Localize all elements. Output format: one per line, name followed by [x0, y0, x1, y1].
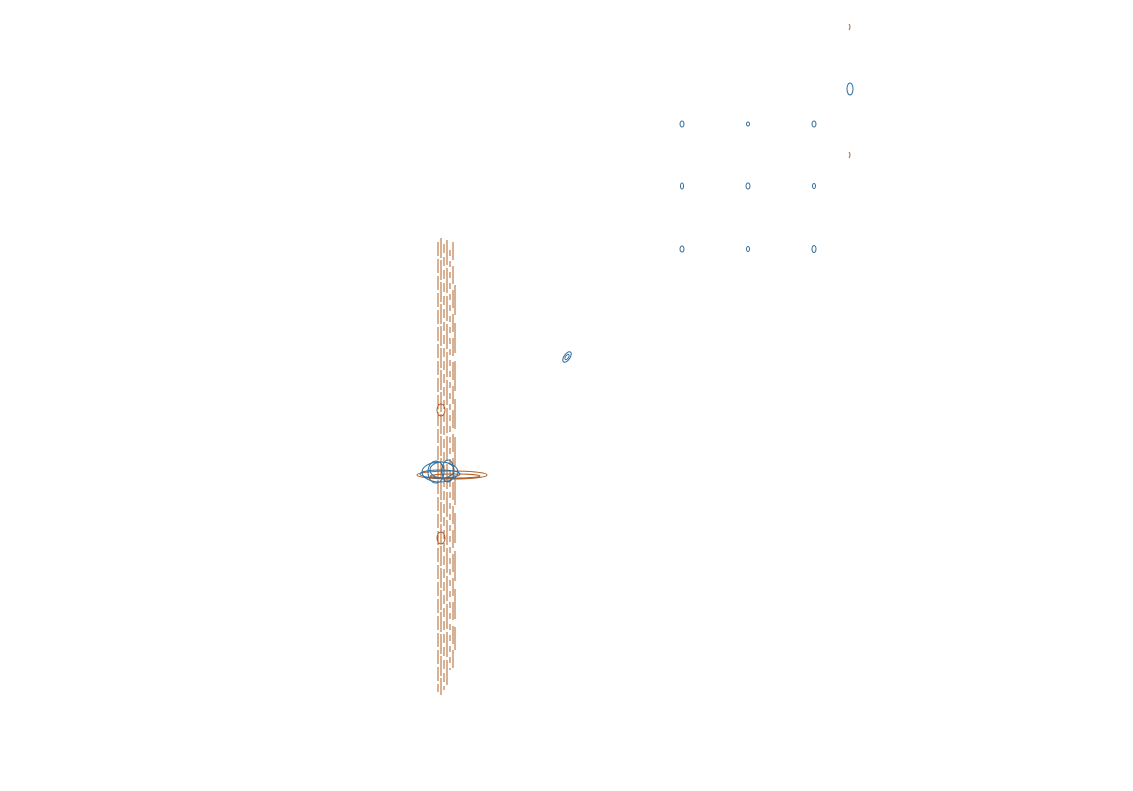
- blue-contours: [419, 82, 854, 484]
- orange-contours: [416, 23, 851, 695]
